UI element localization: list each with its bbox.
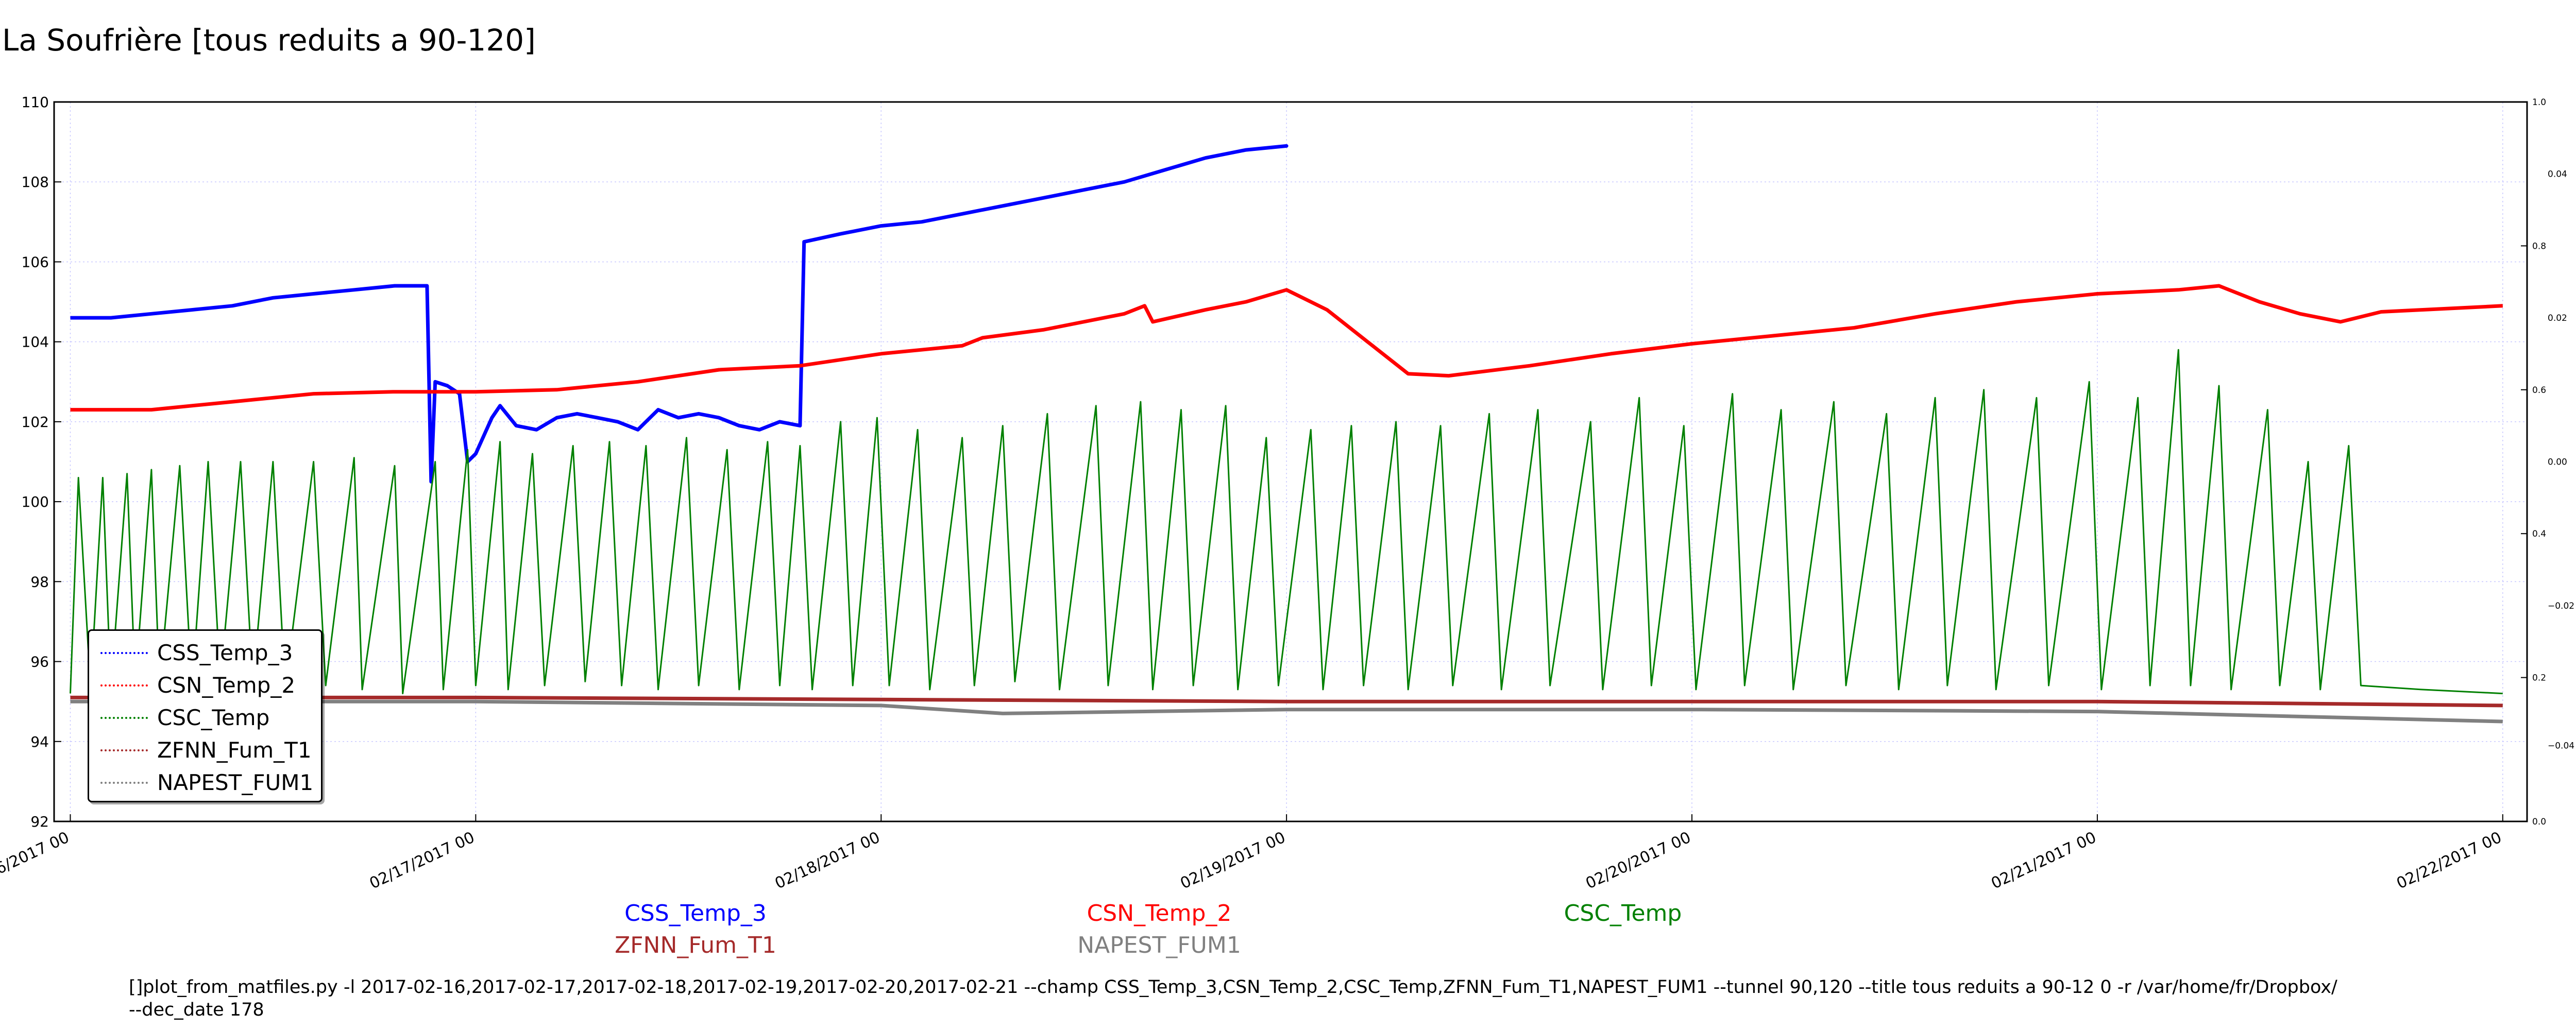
y2-tick-label: 0.4 (2532, 529, 2546, 539)
y2-tick-label: 0.0 (2532, 817, 2546, 827)
x-tick-label: 02/18/2017 00 (772, 829, 883, 893)
y-tick-label: 106 (22, 253, 49, 270)
y2-inner-tick-label: 0.04 (2548, 169, 2567, 180)
legend-swatch-csn-temp-2 (100, 684, 148, 686)
series-label-zfnn-fum-t1: ZFNN_Fum_T1 (615, 932, 776, 958)
x-tick-label: 02/21/2017 00 (1989, 829, 2099, 893)
x-tick-label: 02/19/2017 00 (1178, 829, 1289, 893)
x-tick-label: 02/20/2017 00 (1583, 829, 1694, 893)
legend-swatch-zfnn-fum-t1 (100, 749, 148, 751)
chart-title: La Soufrière [tous reduits a 90-120] (2, 23, 536, 58)
legend-label-csc-temp: CSC_Temp (157, 705, 270, 730)
legend-item-zfnn-fum-t1: ZFNN_Fum_T1 (89, 733, 321, 764)
y2-tick-label: 0.2 (2532, 673, 2546, 683)
plot-frame (53, 101, 2528, 822)
legend-label-zfnn-fum-t1: ZFNN_Fum_T1 (157, 737, 312, 763)
y-tick-label: 104 (22, 334, 49, 351)
y-tick-label: 102 (22, 414, 49, 431)
series-line-csc-temp (70, 349, 2503, 695)
legend-label-csn-temp-2: CSN_Temp_2 (157, 673, 296, 698)
x-tick-label: 02/17/2017 00 (367, 829, 478, 893)
y2-tick-label: 1.0 (2532, 97, 2546, 108)
series-line-zfnn-fum-t1 (70, 695, 2503, 708)
y2-inner-tick-label: 0.02 (2548, 313, 2567, 323)
y-tick-label: 100 (22, 493, 49, 510)
y-tick-label: 110 (22, 94, 49, 111)
y2-tick-label: 0.8 (2532, 241, 2546, 251)
x-tick-label: 02/16/2017 00 (0, 829, 72, 893)
x-tick-label: 02/22/2017 00 (2394, 829, 2504, 893)
series-label-csc-temp: CSC_Temp (1564, 900, 1682, 926)
command-line-caption: []plot_from_matfiles.py -l 2017-02-16,20… (129, 977, 2337, 1020)
series-label-css-temp-3: CSS_Temp_3 (624, 900, 767, 926)
legend-label-css-temp-3: CSS_Temp_3 (157, 640, 293, 665)
series-line-csn-temp-2 (70, 284, 2503, 412)
y-tick-label: 108 (22, 174, 49, 191)
series-label-napest-fum1: NAPEST_FUM1 (1077, 932, 1241, 958)
legend-swatch-css-temp-3 (100, 652, 148, 654)
legend-item-napest-fum1: NAPEST_FUM1 (89, 766, 321, 797)
series-line-css-temp-3 (70, 144, 1289, 484)
y-tick-label: 94 (30, 733, 49, 750)
y2-inner-tick-label: −0.04 (2548, 741, 2574, 751)
y2-tick-label: 0.6 (2532, 385, 2546, 396)
legend-swatch-napest-fum1 (100, 782, 148, 784)
y-tick-label: 98 (30, 573, 49, 590)
legend-item-csn-temp-2: CSN_Temp_2 (89, 668, 321, 699)
y2-inner-tick-label: 0.00 (2548, 457, 2567, 468)
y-tick-label: 92 (30, 813, 49, 830)
legend-item-csc-temp: CSC_Temp (89, 701, 321, 732)
legend-label-napest-fum1: NAPEST_FUM1 (157, 770, 314, 795)
legend-item-css-temp-3: CSS_Temp_3 (89, 636, 321, 667)
y-tick-label: 96 (30, 654, 49, 671)
legend: CSS_Temp_3 CSN_Temp_2 CSC_Temp ZFNN_Fum_… (88, 629, 323, 802)
legend-swatch-csc-temp (100, 717, 148, 719)
series-label-csn-temp-2: CSN_Temp_2 (1087, 900, 1232, 926)
y2-inner-tick-label: −0.02 (2548, 601, 2574, 611)
series-line-napest-fum1 (70, 699, 2503, 724)
